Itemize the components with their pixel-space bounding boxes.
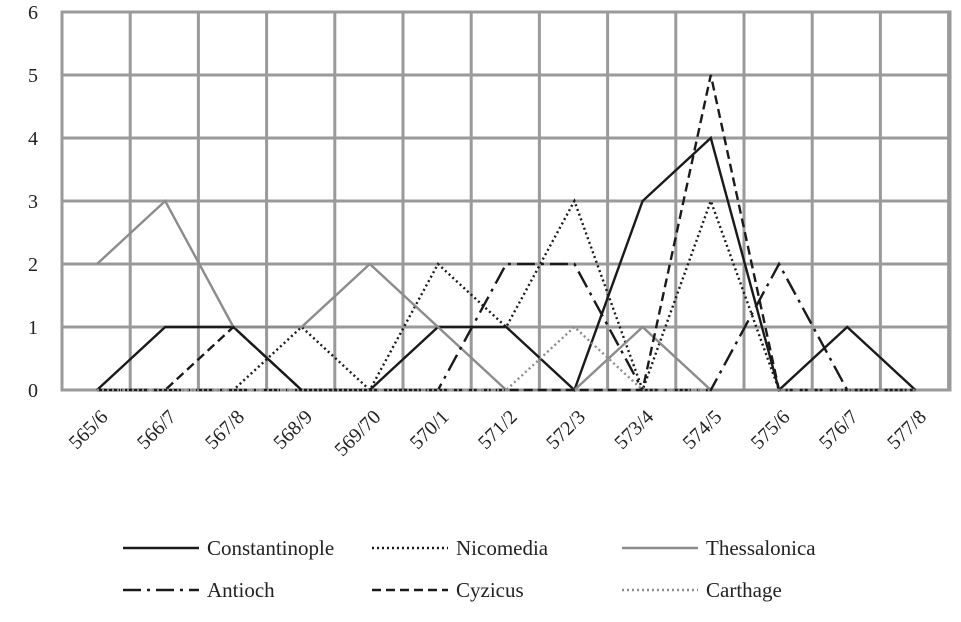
legend-item-carthage: Carthage: [622, 578, 782, 602]
x-tick-label: 571/2: [474, 406, 522, 454]
y-tick-label: 4: [28, 128, 38, 150]
x-tick-label: 568/9: [269, 406, 317, 454]
series-lines: [96, 74, 917, 394]
x-axis: 565/6 566/7 567/8 568/9 569/70 570/1 571/2 572/…: [65, 406, 931, 461]
legend: Constantinople Nicomedia Thessalonica Antio…: [123, 536, 816, 602]
x-tick-label: 573/4: [610, 406, 658, 454]
x-tick-label: 574/5: [679, 406, 727, 454]
legend-label: Constantinople: [207, 536, 334, 560]
x-tick-label: 577/8: [883, 406, 931, 454]
y-tick-label: 1: [28, 317, 38, 339]
x-tick-label: 566/7: [133, 406, 181, 454]
legend-label: Thessalonica: [706, 536, 816, 560]
y-tick-label: 2: [28, 254, 38, 276]
y-axis: 0 1 2 3 4 5 6: [28, 2, 38, 402]
x-tick-label: 572/3: [542, 406, 590, 454]
y-tick-label: 3: [28, 191, 38, 213]
x-tick-label: 570/1: [406, 406, 454, 454]
legend-item-antioch: Antioch: [123, 578, 275, 602]
x-tick-label: 567/8: [201, 406, 249, 454]
grid: [60, 10, 952, 392]
series-line-thessalonica: [96, 199, 916, 392]
series-line-cyzicus: [97, 74, 916, 392]
y-tick-label: 0: [28, 380, 38, 402]
legend-item-nicomedia: Nicomedia: [372, 536, 549, 560]
x-tick-label: 569/70: [330, 406, 385, 461]
legend-item-constantinople: Constantinople: [123, 536, 334, 560]
series-line-nicomedia: [97, 197, 916, 394]
legend-label: Carthage: [706, 578, 782, 602]
legend-item-cyzicus: Cyzicus: [372, 578, 524, 602]
x-tick-label: 575/6: [747, 406, 795, 454]
series-line-carthage: [97, 325, 916, 392]
legend-label: Antioch: [207, 578, 275, 602]
y-tick-label: 5: [28, 65, 38, 87]
legend-label: Nicomedia: [456, 536, 549, 560]
x-tick-label: 576/7: [815, 406, 863, 454]
legend-item-thessalonica: Thessalonica: [622, 536, 816, 560]
legend-label: Cyzicus: [456, 578, 524, 602]
y-tick-label: 6: [28, 2, 38, 24]
x-tick-label: 565/6: [65, 406, 113, 454]
